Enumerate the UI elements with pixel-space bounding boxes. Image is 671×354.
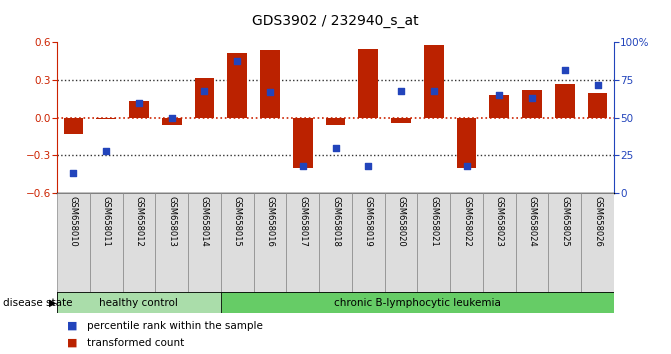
Text: healthy control: healthy control bbox=[99, 298, 178, 308]
Bar bbox=[287, 193, 319, 292]
Text: GSM658020: GSM658020 bbox=[397, 196, 405, 247]
Point bbox=[297, 163, 308, 169]
Bar bbox=[319, 193, 352, 292]
Point bbox=[199, 88, 210, 93]
Text: GSM658017: GSM658017 bbox=[298, 196, 307, 247]
Bar bbox=[483, 193, 516, 292]
Bar bbox=[391, 118, 411, 123]
Point bbox=[363, 163, 374, 169]
Text: GSM658023: GSM658023 bbox=[495, 196, 504, 247]
Point bbox=[527, 95, 537, 101]
Bar bbox=[325, 118, 346, 125]
Text: ■: ■ bbox=[67, 338, 78, 348]
Point bbox=[166, 115, 177, 120]
Bar bbox=[97, 118, 116, 119]
Bar bbox=[352, 193, 384, 292]
Bar bbox=[155, 193, 188, 292]
Bar bbox=[516, 193, 548, 292]
Point bbox=[330, 145, 341, 151]
Text: GSM658026: GSM658026 bbox=[593, 196, 602, 247]
Text: GSM658012: GSM658012 bbox=[134, 196, 144, 247]
Bar bbox=[555, 84, 574, 118]
Bar bbox=[457, 118, 476, 168]
Text: ▶: ▶ bbox=[49, 298, 56, 308]
Text: GSM658013: GSM658013 bbox=[167, 196, 176, 247]
Point bbox=[232, 58, 243, 63]
Bar bbox=[221, 193, 254, 292]
Point bbox=[461, 163, 472, 169]
Bar bbox=[57, 193, 90, 292]
Bar bbox=[162, 118, 182, 125]
Bar bbox=[293, 118, 313, 168]
Bar bbox=[195, 78, 214, 118]
Text: GSM658024: GSM658024 bbox=[527, 196, 537, 247]
Point bbox=[264, 89, 275, 95]
Bar bbox=[384, 193, 417, 292]
Bar bbox=[450, 193, 483, 292]
Text: GSM658016: GSM658016 bbox=[266, 196, 274, 247]
Bar bbox=[227, 52, 247, 118]
Bar bbox=[188, 193, 221, 292]
Point bbox=[560, 67, 570, 73]
Bar bbox=[417, 193, 450, 292]
Bar bbox=[489, 95, 509, 118]
Point bbox=[428, 88, 439, 93]
Text: chronic B-lymphocytic leukemia: chronic B-lymphocytic leukemia bbox=[334, 298, 501, 308]
Bar bbox=[260, 50, 280, 118]
Point bbox=[396, 88, 407, 93]
Bar bbox=[588, 93, 607, 118]
Point bbox=[68, 171, 79, 176]
Point bbox=[101, 148, 111, 154]
Bar bbox=[57, 292, 221, 313]
Bar bbox=[221, 292, 614, 313]
Text: GSM658025: GSM658025 bbox=[560, 196, 569, 247]
Text: percentile rank within the sample: percentile rank within the sample bbox=[87, 321, 263, 331]
Text: GSM658022: GSM658022 bbox=[462, 196, 471, 247]
Text: GDS3902 / 232940_s_at: GDS3902 / 232940_s_at bbox=[252, 14, 419, 28]
Text: transformed count: transformed count bbox=[87, 338, 185, 348]
Text: disease state: disease state bbox=[3, 298, 73, 308]
Bar bbox=[548, 193, 581, 292]
Text: GSM658019: GSM658019 bbox=[364, 196, 373, 247]
Bar bbox=[254, 193, 287, 292]
Bar bbox=[522, 90, 542, 118]
Point bbox=[494, 92, 505, 98]
Text: GSM658010: GSM658010 bbox=[69, 196, 78, 247]
Bar bbox=[123, 193, 155, 292]
Text: GSM658015: GSM658015 bbox=[233, 196, 242, 247]
Text: GSM658018: GSM658018 bbox=[331, 196, 340, 247]
Bar bbox=[358, 49, 378, 118]
Text: ■: ■ bbox=[67, 321, 78, 331]
Bar bbox=[581, 193, 614, 292]
Point bbox=[134, 100, 144, 105]
Bar bbox=[129, 101, 149, 118]
Text: GSM658014: GSM658014 bbox=[200, 196, 209, 247]
Point bbox=[592, 82, 603, 87]
Text: GSM658021: GSM658021 bbox=[429, 196, 438, 247]
Bar bbox=[424, 45, 444, 118]
Bar bbox=[64, 118, 83, 134]
Bar bbox=[90, 193, 123, 292]
Text: GSM658011: GSM658011 bbox=[102, 196, 111, 247]
